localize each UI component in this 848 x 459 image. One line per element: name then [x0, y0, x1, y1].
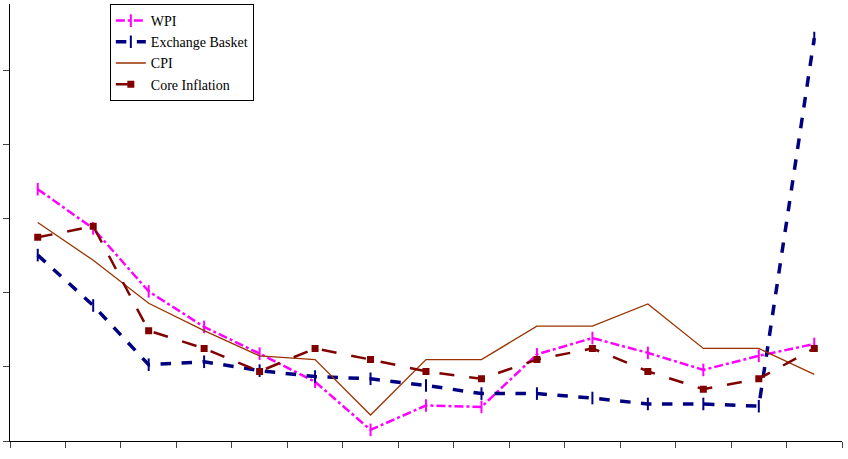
svg-text:CPI: CPI: [151, 56, 173, 71]
svg-text:Exchange Basket: Exchange Basket: [151, 35, 248, 50]
svg-text:WPI: WPI: [151, 14, 177, 29]
svg-text:Core Inflation: Core Inflation: [151, 78, 230, 93]
